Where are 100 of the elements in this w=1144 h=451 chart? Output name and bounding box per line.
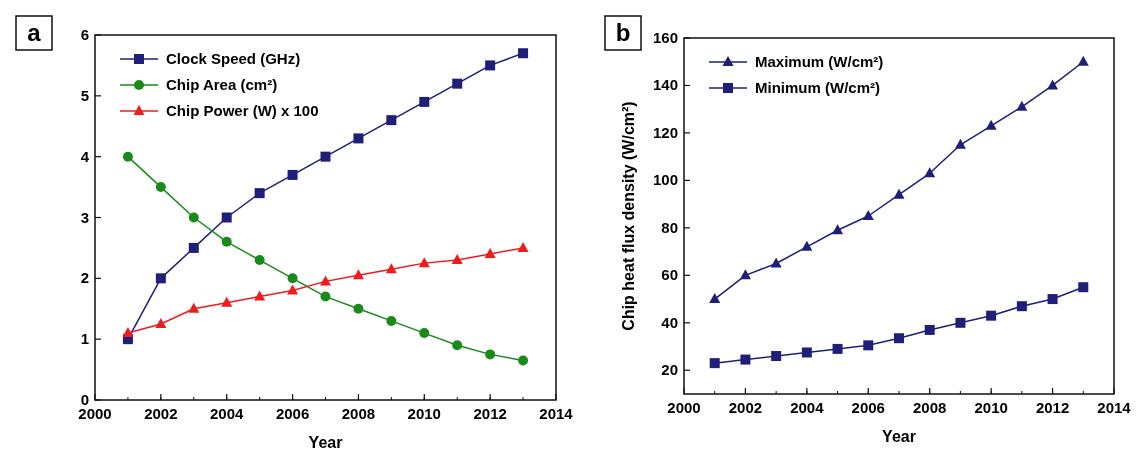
point [254,255,265,266]
x-axis-title: Year [308,434,343,451]
point [986,310,997,321]
point [419,328,430,339]
point [863,340,874,351]
y-tick-label: 3 [80,208,89,226]
y-tick-label: 4 [80,147,90,165]
point [801,347,812,358]
point [353,303,364,314]
x-tick-label: 2014 [1097,399,1132,416]
point [740,354,751,365]
point [955,317,966,328]
point [386,315,397,326]
point [709,293,721,304]
point [352,269,364,280]
point [801,240,813,251]
point [353,133,364,144]
point [894,333,904,344]
y-tick-label: 1 [80,330,89,348]
point [518,355,529,366]
x-tick-label: 2002 [144,405,178,422]
point [518,48,529,59]
x-tick-label: 2004 [210,405,245,422]
point [155,317,167,328]
point [221,212,232,223]
point [1047,294,1058,305]
point [287,273,298,284]
point [155,273,166,284]
point [254,188,265,199]
point [484,248,496,258]
y-tick-label: 60 [661,266,678,284]
y-tick-label: 0 [80,391,89,408]
point [386,115,397,126]
point [924,324,935,335]
point [320,151,331,162]
legend-label: Chip Power (W) x 100 [166,102,319,119]
x-tick-label: 2002 [728,399,763,416]
x-tick-label: 2008 [341,405,376,422]
x-tick-label: 2000 [78,405,112,422]
y-tick-label: 20 [661,361,678,379]
point [122,151,133,162]
y-tick-label: 5 [80,86,89,104]
point [452,78,463,89]
point [221,296,233,307]
point [320,275,331,286]
point [221,236,232,247]
point [770,257,782,268]
text: a [27,19,42,46]
y-tick-label: 2 [80,269,89,287]
y-tick-label: 160 [652,29,678,46]
point [385,263,397,274]
point [1016,301,1027,312]
point [739,269,751,280]
x-tick-label: 2004 [790,399,825,416]
point [188,242,199,253]
point [188,212,199,223]
y-tick-label: 80 [661,218,678,236]
x-tick-label: 2012 [473,405,507,422]
point [485,349,496,360]
point [485,60,496,71]
y-axis-title: Chip heat flux density (W/cm²) [620,101,637,331]
x-axis-title: Year [882,428,916,445]
point [1016,100,1028,111]
point [1047,79,1059,90]
x-tick-label: 2014 [539,405,574,422]
point [451,254,463,265]
x-tick-label: 2006 [275,405,310,422]
point [188,302,200,313]
x-tick-label: 2010 [974,399,1008,416]
point [287,169,298,180]
x-tick-label: 2010 [407,405,441,422]
point [709,358,720,369]
legend-label: Chip Area (cm²) [166,76,278,93]
point [924,167,936,178]
point [517,241,529,252]
y-tick-label: 120 [652,123,678,141]
point [832,343,843,354]
legend-label: Minimum (W/cm²) [755,79,880,96]
x-tick-label: 2012 [1035,399,1070,416]
point [862,210,874,220]
x-tick-label: 2000 [667,399,701,416]
point [1078,282,1089,293]
point [155,182,166,193]
point [418,257,430,268]
point [419,96,430,107]
text: b [615,19,631,46]
legend-label: Clock Speed (GHz) [166,50,301,67]
point [254,290,266,301]
point [954,138,966,149]
point [122,327,134,338]
x-tick-label: 2008 [913,399,947,416]
point [985,119,997,130]
point [320,291,331,302]
y-tick-label: 100 [652,171,678,189]
point [452,340,463,351]
y-tick-label: 140 [652,76,678,94]
point [771,351,782,362]
point [832,224,844,235]
point [893,188,905,199]
x-tick-label: 2006 [851,399,885,416]
